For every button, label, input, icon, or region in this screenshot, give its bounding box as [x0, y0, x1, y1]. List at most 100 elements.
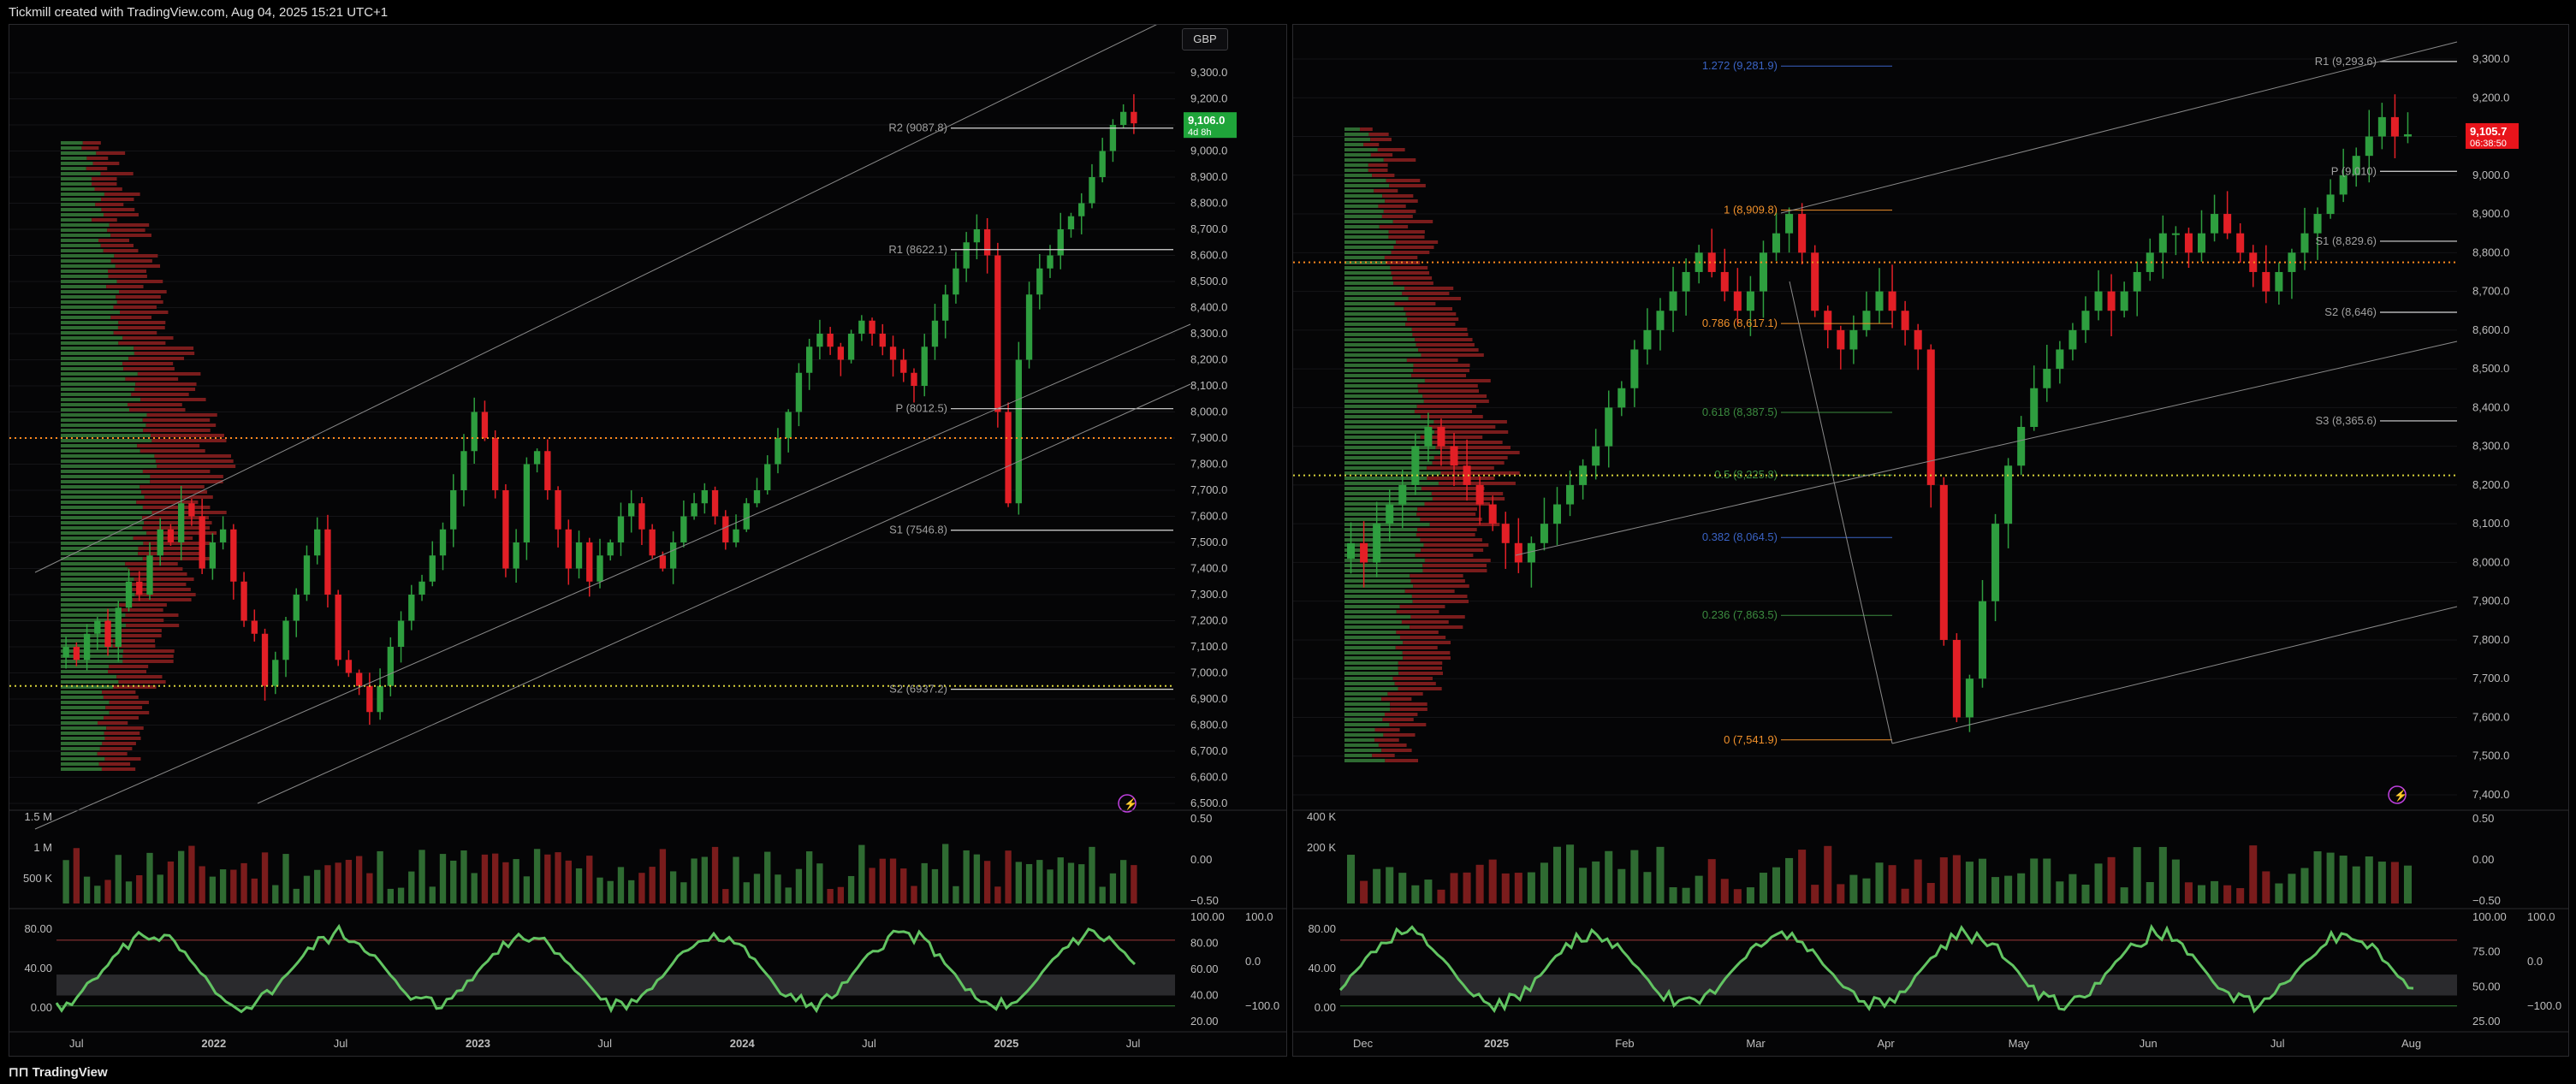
volume-profile-down-bar	[1416, 512, 1476, 516]
volume-bar	[565, 860, 572, 903]
candle-body	[2352, 156, 2360, 175]
volume-bar	[847, 875, 855, 903]
volume-profile-up-bar	[61, 495, 145, 499]
volume-profile-down-bar	[96, 151, 126, 155]
volume-bar	[387, 888, 395, 903]
volume-profile-down-bar	[101, 767, 136, 771]
volume-profile-up-bar	[61, 752, 98, 755]
weekly-chart-panel[interactable]: 9,300.09,200.09,100.09,000.08,900.08,800…	[9, 24, 1287, 1057]
candle-body	[607, 542, 614, 556]
volume-profile-down-bar	[131, 393, 189, 396]
volume-profile-down-bar	[1401, 620, 1449, 624]
volume-profile-up-bar	[61, 295, 116, 299]
volume-profile-down-bar	[154, 454, 231, 458]
oscillator-tick-label: 0.00	[1190, 853, 1212, 866]
volume-profile-up-bar	[61, 470, 143, 473]
candle-body	[355, 672, 363, 686]
volume-profile-up-bar	[61, 398, 141, 401]
volume-bar	[607, 880, 614, 903]
volume-bar	[2056, 881, 2064, 903]
footer-bar: ⊓⊓ TradingView	[0, 1059, 2576, 1084]
trend-channel-line	[34, 25, 1157, 573]
volume-profile-down-bar	[1411, 374, 1467, 377]
volume-profile-down-bar	[86, 167, 108, 170]
currency-button[interactable]: GBP	[1182, 28, 1228, 50]
volume-profile-up-bar	[61, 234, 111, 237]
volume-bar	[827, 889, 834, 903]
volume-profile-down-bar	[1374, 728, 1400, 732]
volume-profile-down-bar	[109, 223, 150, 227]
volume-bar	[2081, 885, 2090, 903]
lightning-icon: ⚡	[1124, 797, 1137, 811]
volume-profile-up-bar	[1344, 584, 1414, 588]
candle-body	[649, 529, 656, 556]
volume-bar	[2094, 863, 2103, 903]
volume-profile-down-bar	[1398, 672, 1443, 675]
volume-bar	[73, 848, 80, 903]
volume-profile-up-bar	[1344, 400, 1424, 403]
volume-profile-down-bar	[1427, 477, 1495, 480]
volume-bar	[1119, 860, 1127, 903]
stoch-right-tick-label: 50.00	[2472, 980, 2501, 992]
volume-profile-down-bar	[1421, 353, 1484, 357]
volume-profile-down-bar	[138, 552, 201, 555]
volume-profile-down-bar	[119, 603, 167, 607]
volume-profile-up-bar	[1344, 230, 1389, 234]
candle-body	[2004, 465, 2013, 524]
weekly-chart-svg[interactable]: 9,300.09,200.09,100.09,000.08,900.08,800…	[9, 25, 1286, 1056]
stoch-tick-label: 80.00	[24, 922, 52, 935]
candle-body	[1592, 446, 1600, 466]
candle-body	[272, 660, 279, 686]
volume-profile-down-bar	[126, 624, 180, 627]
volume-bar	[2030, 858, 2039, 903]
volume-profile-down-bar	[1429, 523, 1500, 526]
candle-body	[1527, 542, 1535, 563]
price-tick-label: 7,800.0	[1190, 458, 1227, 471]
volume-bar	[481, 854, 489, 903]
volume-profile-down-bar	[102, 742, 136, 745]
fib-level-label: 0.618 (8,387.5)	[1702, 406, 1778, 418]
volume-bar	[314, 869, 321, 903]
time-axis-label: Mar	[1746, 1037, 1766, 1050]
volume-profile-down-bar	[128, 357, 185, 360]
volume-bar	[146, 852, 153, 903]
volume-bar	[2107, 856, 2116, 903]
volume-profile-down-bar	[122, 336, 174, 340]
volume-profile-up-bar	[1344, 415, 1421, 418]
volume-profile-up-bar	[61, 198, 102, 201]
volume-bar	[408, 871, 415, 903]
volume-bar	[649, 867, 656, 903]
fib-level-label: 0.236 (7,863.5)	[1702, 608, 1778, 621]
volume-profile-up-bar	[61, 526, 143, 530]
daily-chart-panel[interactable]: 9,300.09,200.09,100.09,000.08,900.08,800…	[1292, 24, 2569, 1057]
volume-profile-up-bar	[1344, 379, 1425, 382]
candle-body	[83, 633, 91, 660]
volume-profile-down-bar	[1414, 410, 1473, 413]
volume-bar	[889, 858, 897, 903]
volume-profile-down-bar	[1417, 507, 1477, 511]
candle-body	[911, 372, 917, 386]
volume-profile-down-bar	[1403, 641, 1451, 644]
volume-profile-up-bar	[61, 454, 155, 458]
volume-profile-up-bar	[1344, 487, 1422, 490]
volume-profile-down-bar	[1423, 400, 1489, 403]
volume-profile-down-bar	[127, 403, 182, 406]
volume-profile-down-bar	[1393, 246, 1434, 249]
volume-profile-up-bar	[61, 218, 92, 222]
volume-profile-down-bar	[1402, 292, 1450, 295]
candle-body	[408, 595, 415, 621]
volume-bar	[869, 868, 875, 903]
volume-profile-down-bar	[1378, 743, 1407, 747]
candle-body	[2249, 252, 2258, 272]
volume-profile-up-bar	[61, 629, 116, 632]
volume-profile-down-bar	[1421, 548, 1484, 552]
candle-body	[2403, 133, 2412, 137]
candle-body	[931, 320, 939, 347]
volume-profile-down-bar	[1392, 276, 1433, 280]
volume-profile-up-bar	[61, 552, 139, 555]
price-tick-label: 7,800.0	[2472, 633, 2509, 646]
volume-bar	[293, 888, 300, 903]
daily-chart-svg[interactable]: 9,300.09,200.09,100.09,000.08,900.08,800…	[1293, 25, 2568, 1056]
volume-bar	[240, 862, 247, 903]
volume-bar	[994, 886, 1001, 903]
